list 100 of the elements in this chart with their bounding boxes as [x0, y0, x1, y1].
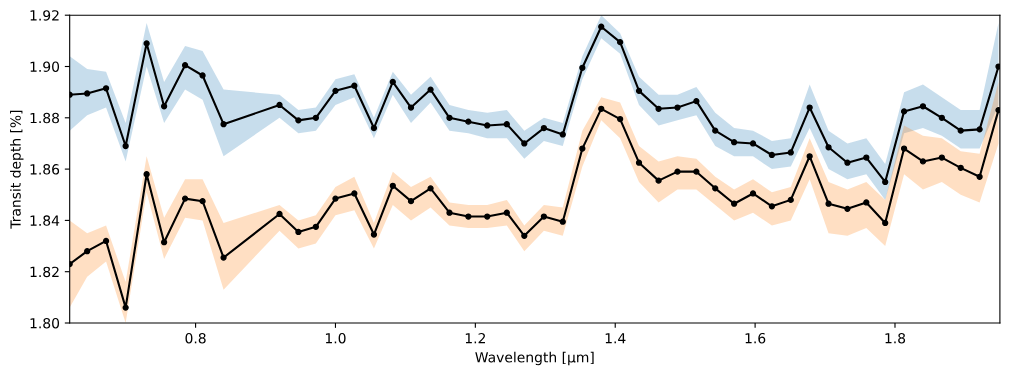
point [521, 232, 528, 239]
x-tick-label: 1.8 [885, 332, 906, 344]
point [370, 231, 378, 238]
y-tick-label: 1.88 [30, 112, 60, 124]
point [882, 178, 889, 186]
point [749, 190, 757, 197]
point [143, 171, 150, 178]
point [389, 182, 396, 189]
point [768, 203, 776, 210]
x-tick-label: 1.6 [745, 332, 766, 344]
y-tick-label: 1.86 [30, 164, 60, 175]
point [559, 218, 566, 225]
point [787, 196, 794, 204]
point [484, 122, 491, 129]
point [332, 87, 339, 94]
y-tick-label: 1.80 [30, 317, 60, 329]
point [199, 72, 206, 79]
point [521, 140, 528, 147]
y-tick-label: 1.82 [30, 266, 59, 278]
point [160, 103, 168, 110]
point [559, 131, 566, 138]
point [749, 140, 757, 147]
point [276, 210, 283, 218]
point [143, 40, 150, 47]
point [84, 248, 91, 255]
point [806, 104, 813, 111]
point [768, 151, 776, 159]
point [579, 64, 586, 71]
point [332, 195, 339, 202]
x-axis-title: Wavelength [μm] [475, 351, 594, 366]
point [616, 39, 624, 46]
point [957, 164, 964, 171]
point [579, 145, 586, 152]
point [900, 108, 908, 115]
point [616, 115, 624, 123]
point [465, 213, 472, 220]
point [276, 101, 283, 109]
point [598, 23, 605, 30]
point [693, 98, 700, 105]
point [674, 168, 681, 175]
point [181, 62, 189, 69]
point [446, 209, 453, 216]
point [295, 228, 302, 236]
point [825, 144, 832, 151]
point [84, 90, 91, 97]
point [712, 185, 719, 192]
x-tick-label: 1.0 [325, 332, 346, 344]
x-tick-label: 0.8 [185, 332, 206, 344]
point [351, 82, 358, 89]
point [938, 114, 945, 121]
point [825, 200, 832, 207]
point [446, 114, 453, 121]
point [900, 145, 908, 152]
point [540, 124, 548, 132]
point [787, 149, 794, 156]
point [427, 86, 434, 93]
point [181, 195, 189, 202]
point [806, 153, 813, 160]
point [598, 105, 605, 112]
point [635, 159, 643, 166]
point [370, 124, 378, 132]
point [844, 159, 851, 166]
point [693, 168, 700, 175]
point [635, 87, 643, 94]
point [102, 237, 110, 245]
point [503, 209, 510, 216]
point [122, 304, 129, 311]
point [465, 118, 472, 125]
point [102, 85, 110, 92]
point [863, 199, 870, 206]
point [730, 200, 738, 207]
point [919, 103, 927, 110]
point [389, 78, 396, 86]
point [407, 198, 415, 205]
y-axis-title: Transit depth [%] [10, 110, 24, 229]
point [122, 142, 129, 150]
y-tick-label: 1.84 [30, 215, 60, 226]
point [351, 190, 358, 197]
point [863, 154, 870, 161]
x-tick-label: 1.4 [605, 333, 626, 344]
point [295, 117, 302, 124]
point [938, 154, 945, 161]
point [976, 173, 983, 180]
y-tick-label: 1.90 [30, 61, 60, 72]
point [674, 104, 681, 111]
x-tick-label: 1.2 [465, 332, 485, 344]
point [712, 127, 719, 134]
point [919, 158, 927, 165]
point [503, 121, 510, 128]
point [844, 205, 851, 212]
point [220, 254, 227, 261]
point [312, 114, 320, 121]
point [730, 139, 738, 146]
point [220, 121, 227, 128]
y-tick-label: 1.92 [30, 10, 59, 21]
point [882, 219, 889, 227]
point [199, 198, 206, 205]
point [312, 223, 320, 230]
point [976, 126, 983, 133]
point [655, 105, 662, 112]
